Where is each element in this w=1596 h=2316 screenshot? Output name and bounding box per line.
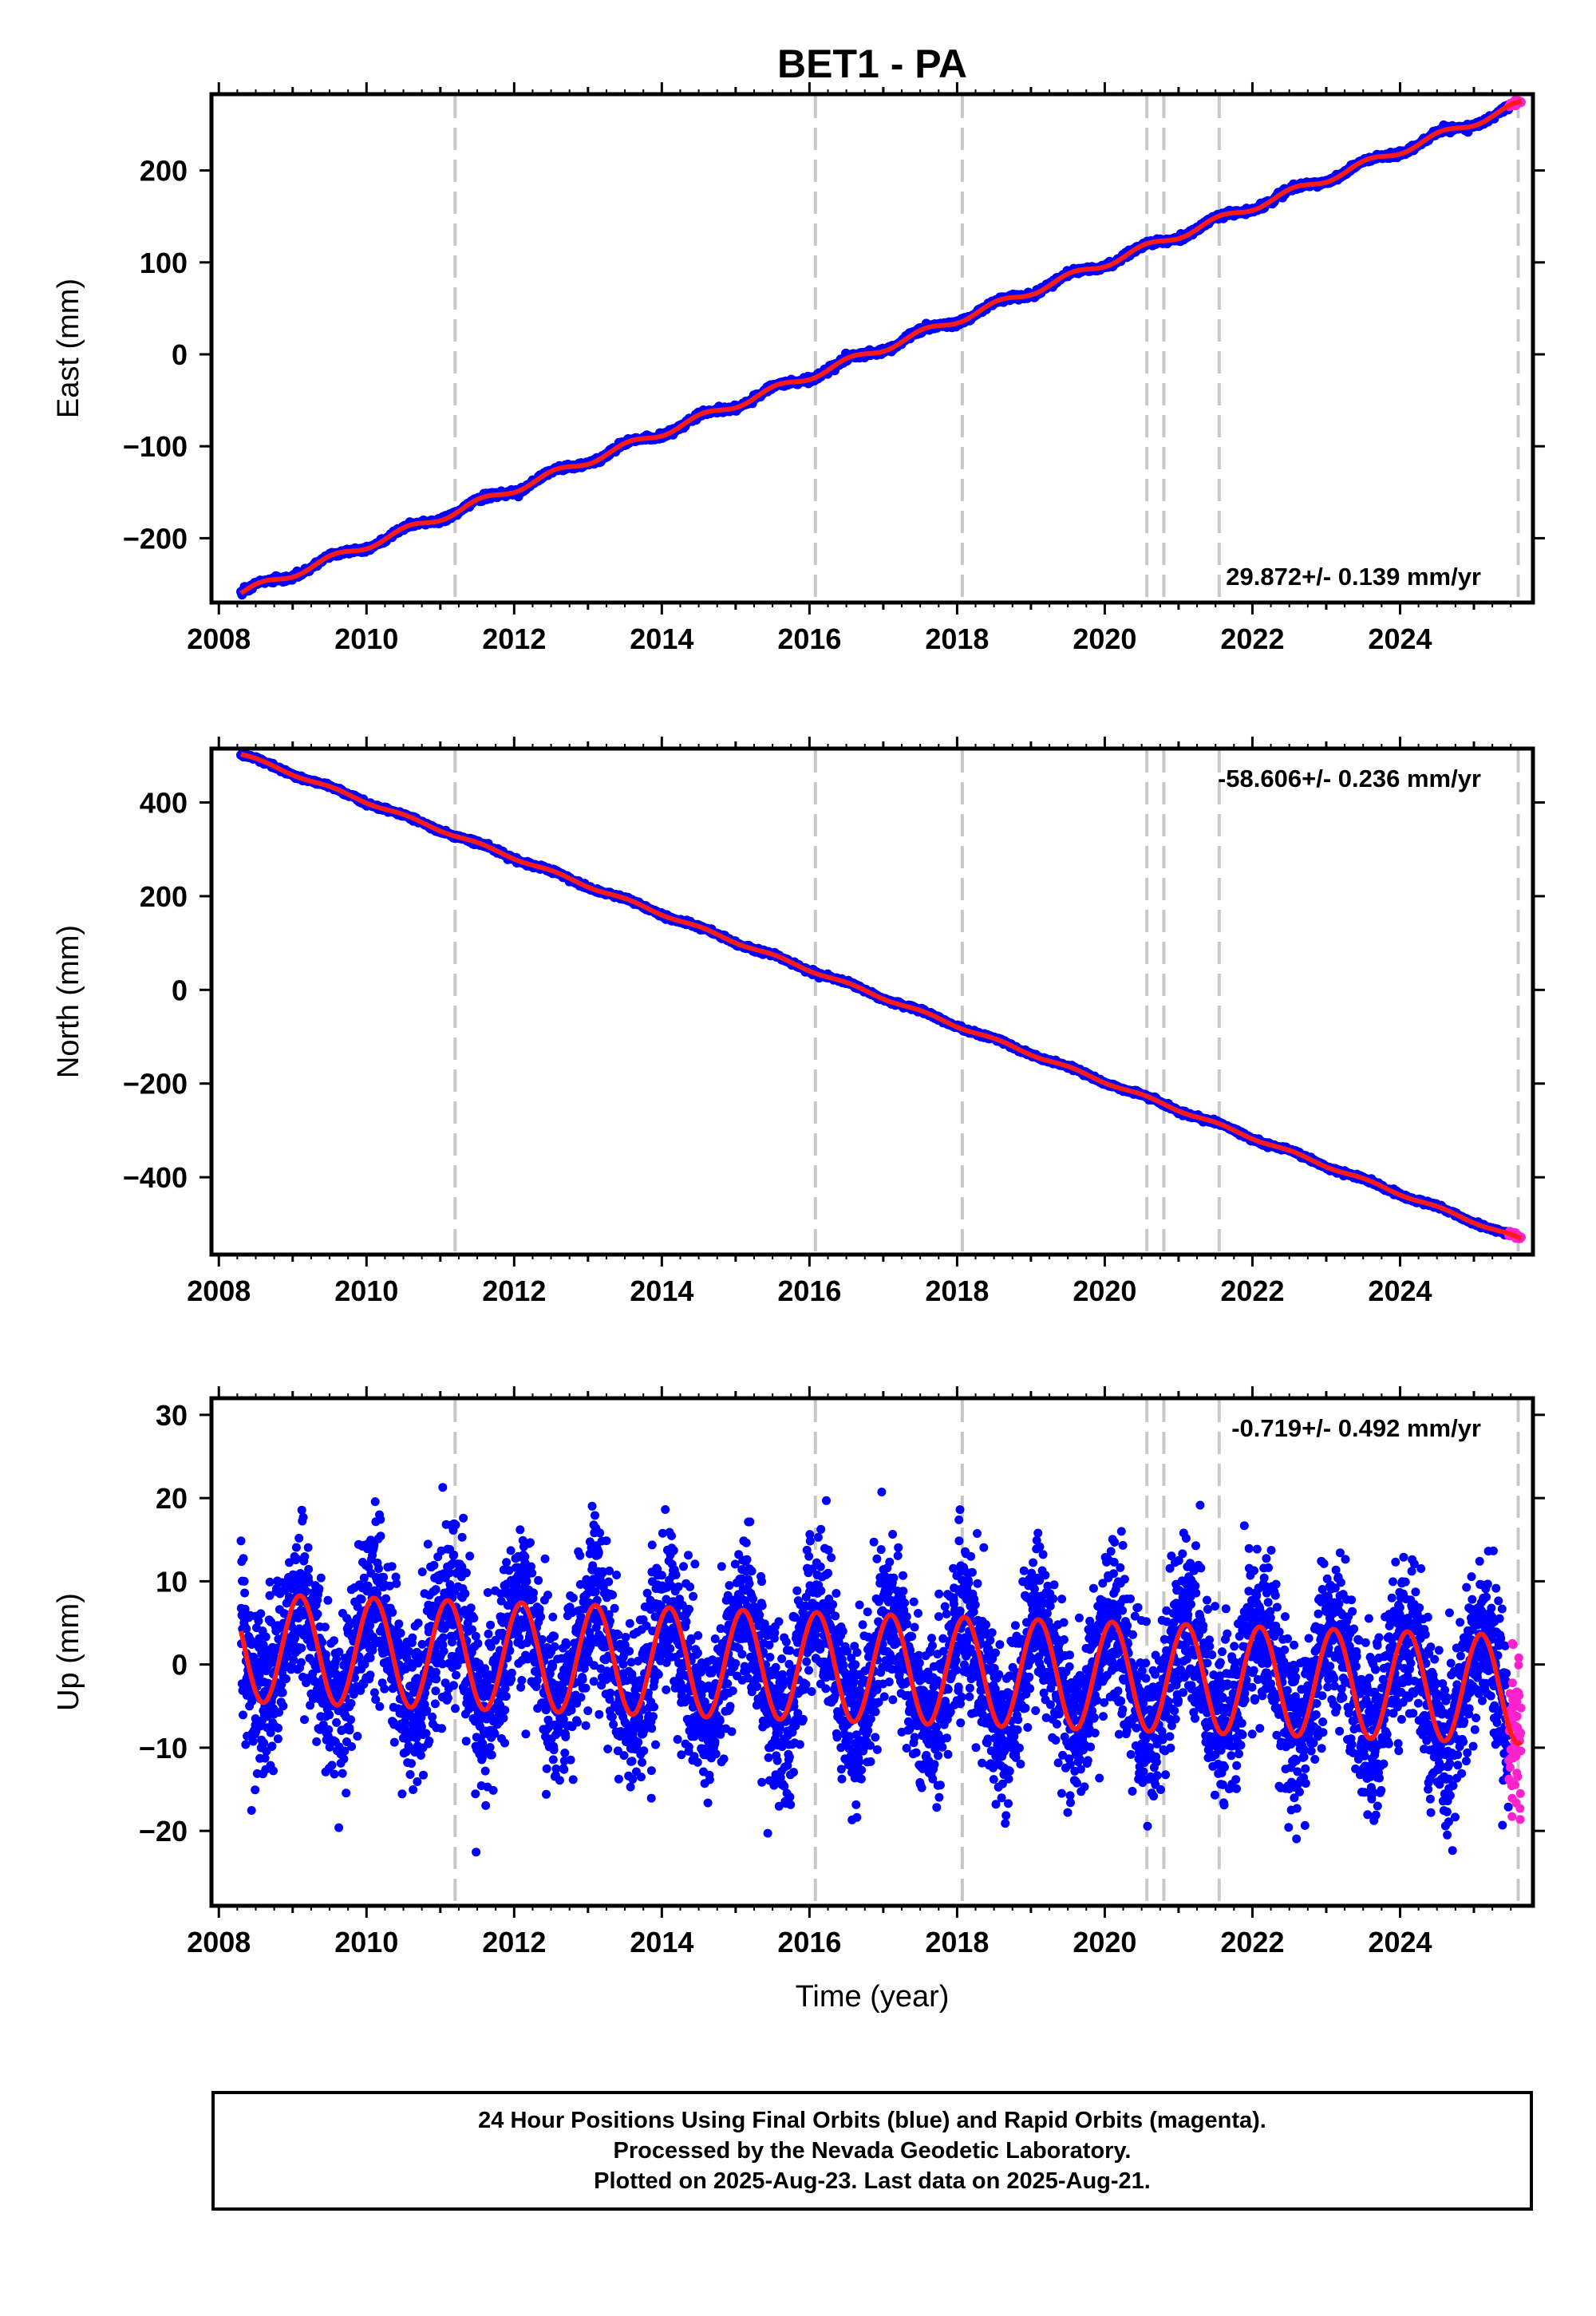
- chart-title: BET1 - PA: [777, 41, 967, 86]
- y-tick-label: 0: [172, 338, 188, 371]
- x-tick-label: 2010: [334, 622, 398, 655]
- x-tick-label: 2012: [482, 622, 546, 655]
- x-tick-label: 2020: [1073, 622, 1136, 655]
- axes-frame-north: [209, 746, 1535, 1257]
- y-tick-label: 200: [140, 155, 188, 188]
- x-tick-label: 2016: [777, 622, 841, 655]
- x-tick-label: 2018: [925, 622, 989, 655]
- panel-east: 2008 2010 2012 2014 2016 2018 2020 2022 2024 −200…: [52, 82, 1545, 655]
- y-tick-label: −200: [123, 522, 188, 555]
- x-tick-label: 2014: [630, 622, 693, 655]
- panel-north: 2008 2010 2012 2014 2016 2018 2020 2022 2024−400…: [52, 737, 1545, 1307]
- x-tick-label: 2024: [1368, 622, 1432, 655]
- y-tick-label: −100: [123, 430, 188, 463]
- y-axis-label-east: East (mm): [52, 279, 85, 418]
- x-tick-label: 2008: [187, 622, 251, 655]
- x-tick-label: 2022: [1220, 622, 1284, 655]
- model-fit-line-north: [240, 752, 1523, 1241]
- y-tick-label: 100: [140, 247, 188, 279]
- panels-group: 2008 2010 2012 2014 2016 2018 2020 2022 2024 −200…: [52, 82, 1545, 1958]
- rate-annotation-east: 29.872+/- 0.139 mm/yr: [1226, 563, 1481, 591]
